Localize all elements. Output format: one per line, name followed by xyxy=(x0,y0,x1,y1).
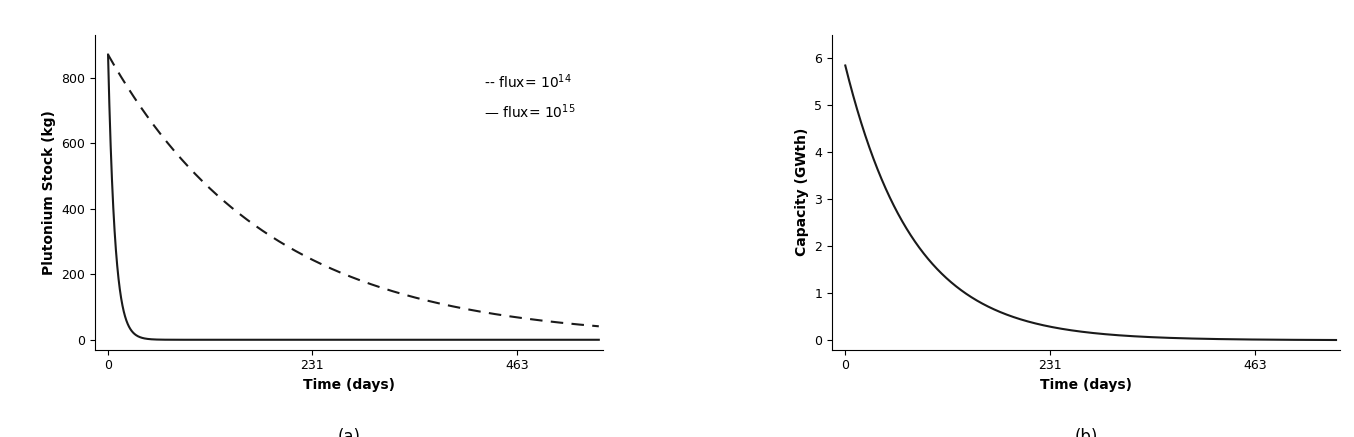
Y-axis label: Plutonium Stock (kg): Plutonium Stock (kg) xyxy=(42,110,56,275)
Y-axis label: Capacity (GWth): Capacity (GWth) xyxy=(795,128,808,257)
Text: (b): (b) xyxy=(1075,428,1098,437)
X-axis label: Time (days): Time (days) xyxy=(303,378,395,392)
Text: (a): (a) xyxy=(337,428,360,437)
Legend: -- flux= $10^{14}$, — flux= $10^{15}$: -- flux= $10^{14}$, — flux= $10^{15}$ xyxy=(478,67,581,126)
X-axis label: Time (days): Time (days) xyxy=(1040,378,1132,392)
